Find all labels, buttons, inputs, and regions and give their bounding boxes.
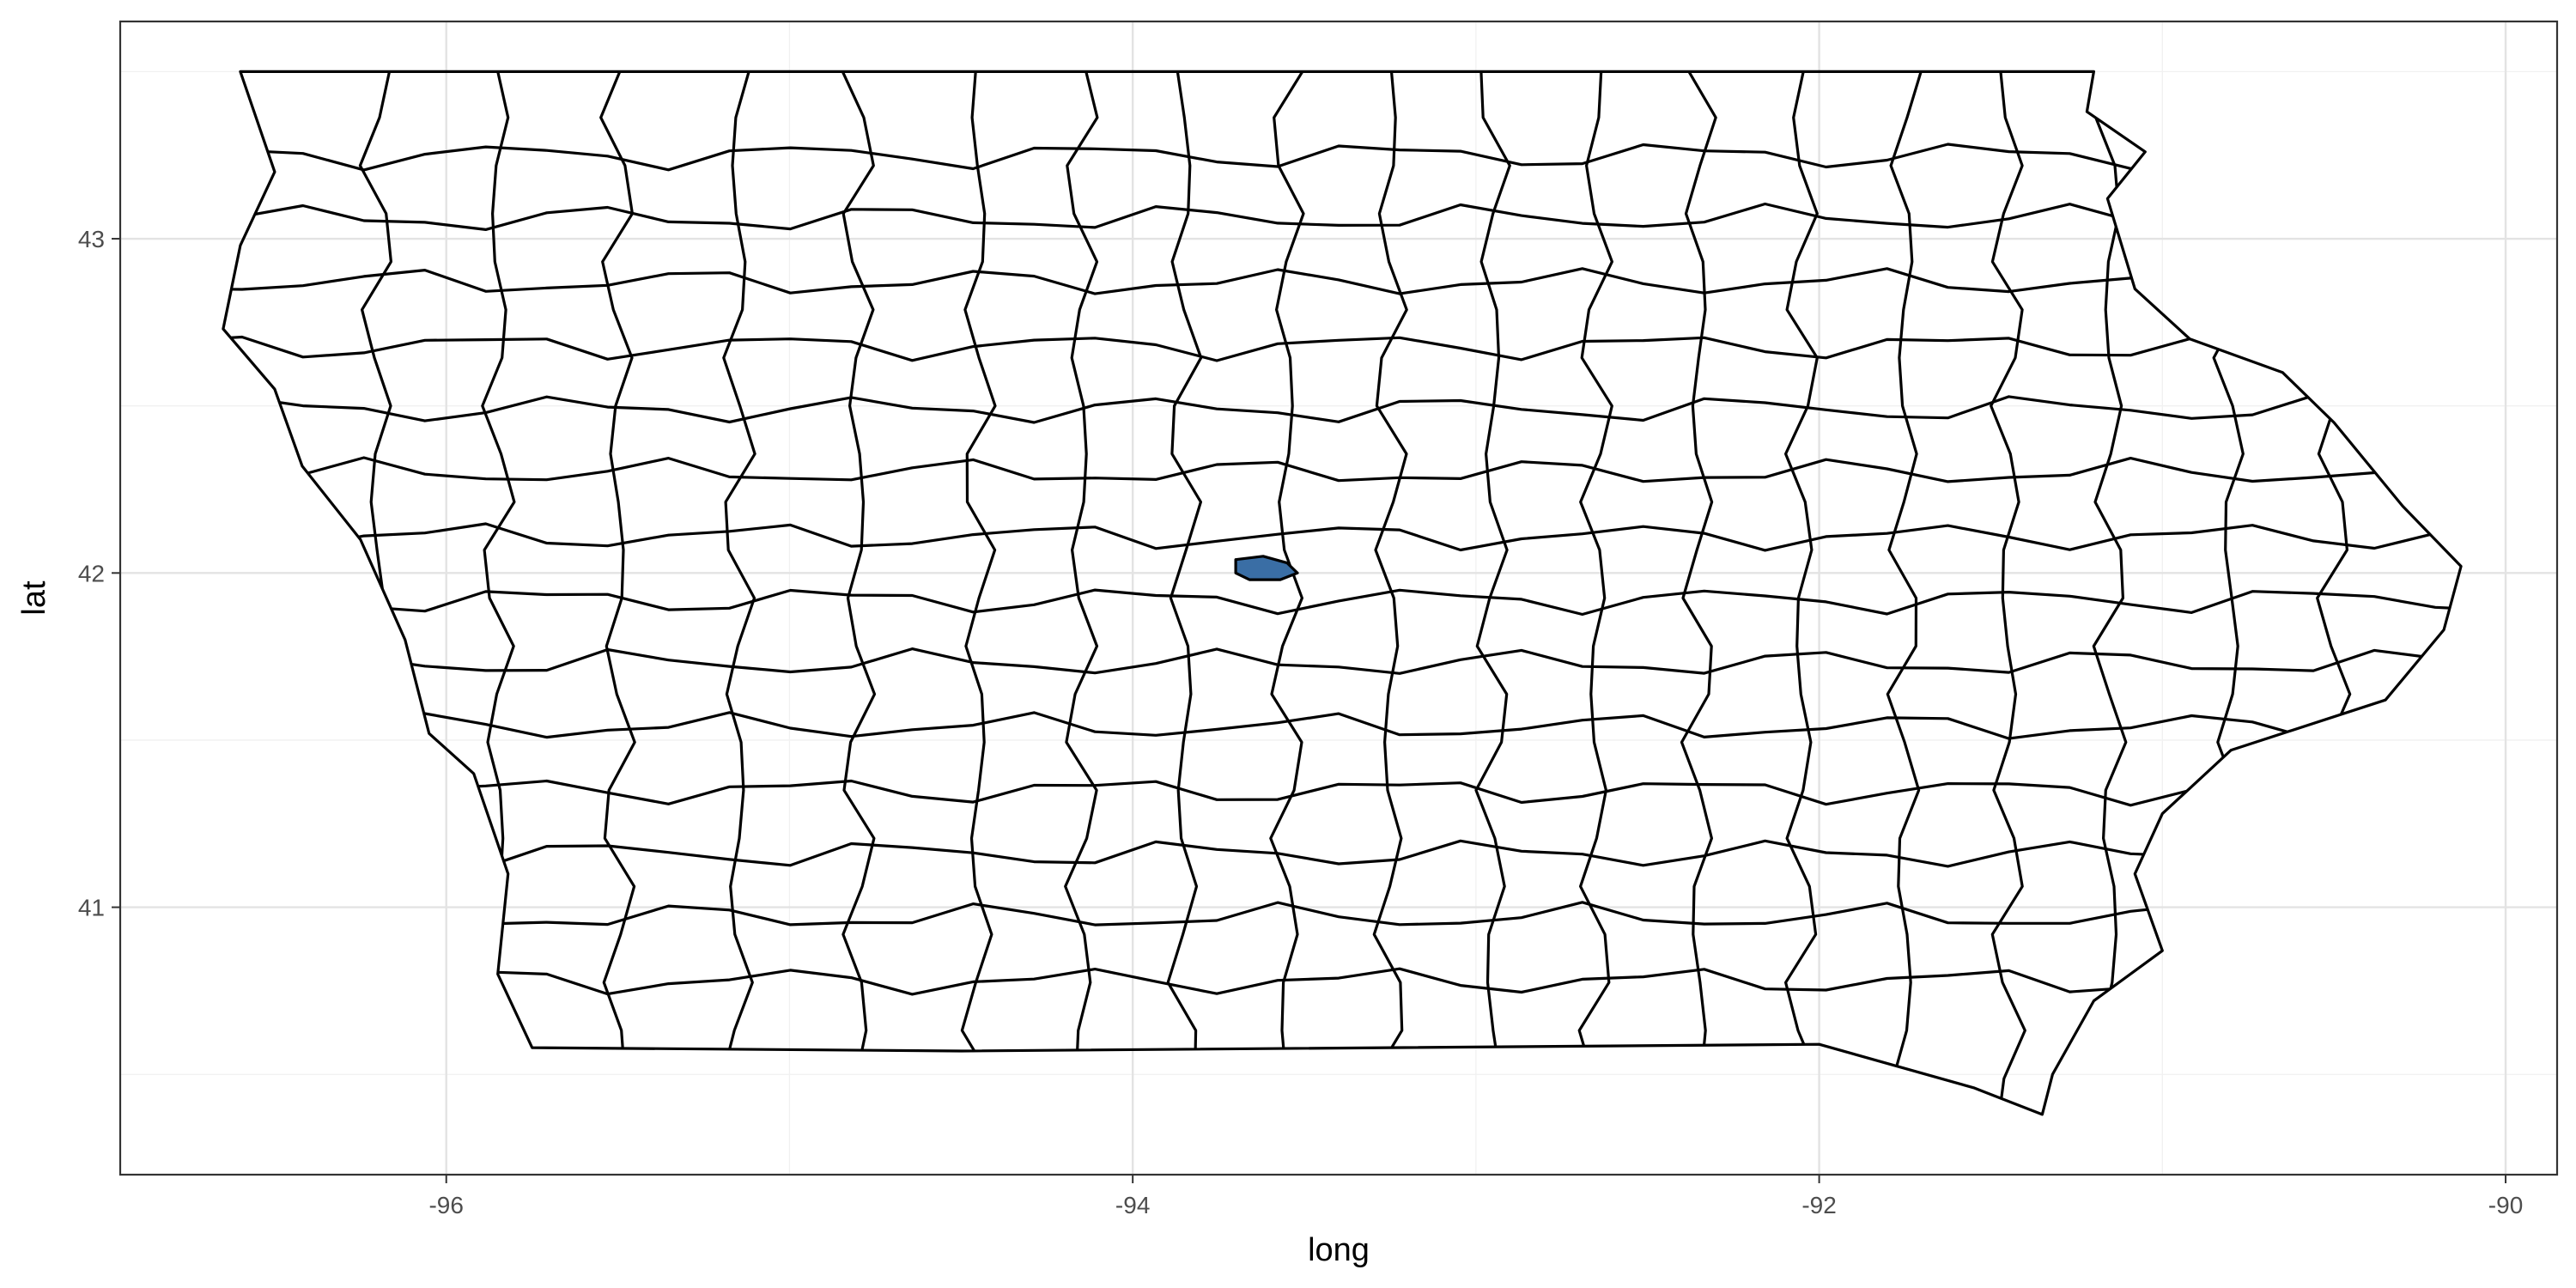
- x-tick-label: -92: [1801, 1192, 1836, 1218]
- state-outline: [222, 70, 2463, 1116]
- highlighted-district: [1234, 555, 1299, 581]
- boundary-line: [222, 711, 2462, 741]
- panel-border: [118, 20, 2559, 1176]
- boundary-line: [720, 71, 756, 1115]
- y-tick-label: 42: [78, 560, 105, 586]
- boundary-line: [1269, 71, 1305, 1115]
- boundary-line: [1371, 71, 1408, 1115]
- highlighted-region: [1234, 555, 1299, 581]
- boundary-line: [222, 335, 2462, 362]
- boundary-line: [1680, 71, 1717, 1115]
- boundary-line: [222, 522, 2462, 552]
- boundary-line: [222, 456, 2462, 483]
- axis-ticks: -96 -94 -92 -90 41 42 43: [78, 226, 2523, 1218]
- y-tick-label: 41: [78, 895, 105, 921]
- boundary-line: [840, 71, 877, 1115]
- y-tick-label: 43: [78, 226, 105, 252]
- boundary-line: [222, 587, 2462, 617]
- boundary-line: [222, 779, 2462, 807]
- x-tick-label: -90: [2488, 1192, 2523, 1218]
- x-tick-label: -96: [428, 1192, 463, 1218]
- x-axis-title: long: [1308, 1232, 1370, 1268]
- boundary-line: [222, 647, 2462, 675]
- boundary-line: [1165, 71, 1203, 1115]
- y-axis-title: lat: [16, 580, 52, 616]
- boundary-line: [222, 394, 2462, 424]
- major-gridlines: [120, 21, 2557, 1175]
- boundary-line: [1577, 71, 1613, 1115]
- x-tick-label: -94: [1115, 1192, 1150, 1218]
- boundary-line: [1064, 71, 1099, 1115]
- boundary-line: [1886, 71, 1923, 1115]
- boundary-line: [1990, 71, 2026, 1115]
